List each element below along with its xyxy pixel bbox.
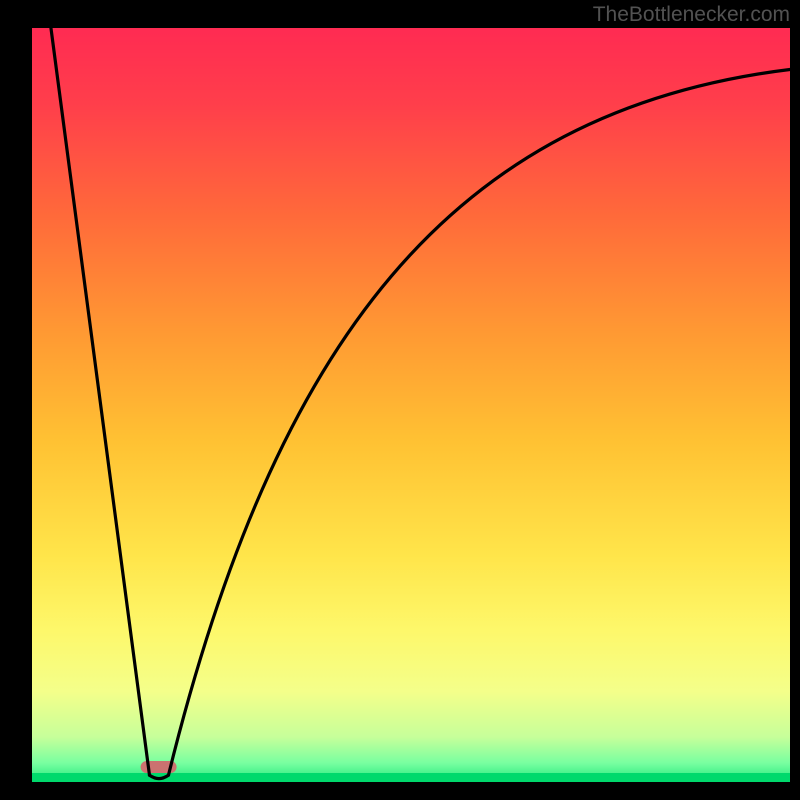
plot-canvas [32,28,790,782]
watermark-text: TheBottlenecker.com [593,3,790,27]
plot-area [32,28,790,782]
chart-container: TheBottlenecker.com [0,0,800,800]
